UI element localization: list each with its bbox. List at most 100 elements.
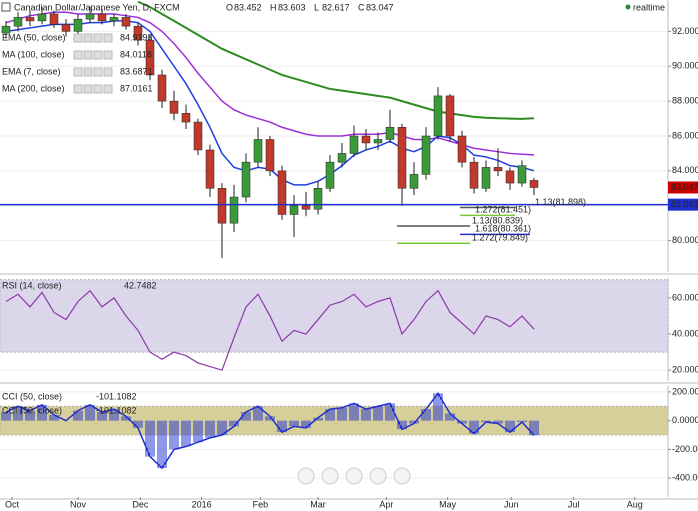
legend-icon <box>93 84 103 94</box>
cci-name: CCI (50, close) <box>2 405 62 415</box>
x-tick-label: Aug <box>627 499 643 509</box>
candle-body <box>241 161 251 198</box>
candle-body <box>457 135 467 163</box>
legend-value: 83.6871 <box>120 66 153 76</box>
ohlc-letter: L <box>314 2 319 12</box>
indicator-line <box>137 0 535 120</box>
scroll-right[interactable] <box>393 467 411 485</box>
candle-body <box>433 95 443 137</box>
cci-name: CCI (50, close) <box>2 391 62 401</box>
fib-label: 1.13(80.839) <box>472 215 523 225</box>
candle-body <box>385 127 395 140</box>
candle-body <box>505 170 515 184</box>
x-tick-label: Nov <box>70 499 87 509</box>
y-tick-label: 86.000 <box>672 130 698 140</box>
y-tick-label: 0.0000 <box>672 415 698 425</box>
candle-body <box>25 17 35 22</box>
legend-icon <box>103 33 113 43</box>
legend-icon <box>93 33 103 43</box>
candle-body <box>205 149 215 189</box>
ohlc-letter: H <box>270 2 277 12</box>
x-tick-label: 2016 <box>192 499 212 509</box>
legend-icon <box>103 84 113 94</box>
candle-body <box>289 205 299 215</box>
legend-name: EMA (7, close) <box>2 66 61 76</box>
candle-body <box>121 17 131 27</box>
band <box>0 279 669 353</box>
candle-body <box>217 188 227 224</box>
rsi-line <box>5 289 535 371</box>
candle-body <box>445 95 455 137</box>
legend-icon <box>103 50 113 60</box>
candle-body <box>313 188 323 210</box>
cci-line <box>5 391 535 470</box>
candle-body <box>277 170 287 215</box>
ohlc-value: 83.452 <box>234 2 262 12</box>
price-label: 83.047 <box>671 182 698 192</box>
zoom-out[interactable] <box>321 467 339 485</box>
y-tick-label: -200.0000 <box>672 444 698 454</box>
candle-body <box>373 139 383 144</box>
y-tick-label: 60.0000 <box>672 292 698 302</box>
candle-body <box>169 100 179 114</box>
candle-body <box>145 39 155 76</box>
status: realtime <box>633 2 665 12</box>
legend-icon <box>73 50 83 60</box>
x-tick-label: Mar <box>310 499 326 509</box>
legend-value: 84.0118 <box>120 49 152 59</box>
candle-body <box>253 139 263 163</box>
chart-title: Canadian Dollar/Japanese Yen, D, FXCM <box>14 2 180 12</box>
legend-icon <box>83 84 93 94</box>
ohlc-value: 83.603 <box>278 2 306 12</box>
y-tick-label: 200.0000 <box>672 386 698 396</box>
ohlc-letter: C <box>358 2 365 12</box>
candle-body <box>133 25 143 41</box>
price-label-bg <box>668 181 698 194</box>
candle-body <box>397 127 407 189</box>
legend-icon <box>83 33 93 43</box>
rsi-name: RSI (14, close) <box>2 280 62 290</box>
legend-icon <box>73 84 83 94</box>
cci-plot <box>1 391 539 470</box>
x-tick-label: Apr <box>379 499 393 509</box>
x-tick-label: Dec <box>132 499 149 509</box>
legend-icon <box>103 67 113 77</box>
scroll-left[interactable] <box>297 467 315 485</box>
legend-icon <box>73 33 83 43</box>
candle-body <box>529 180 539 188</box>
status-dot <box>625 4 631 10</box>
rsi-plot <box>5 289 535 371</box>
candle-body <box>61 24 71 32</box>
support-label: 82.063 <box>671 199 698 209</box>
candle-body <box>13 17 23 27</box>
candle-body <box>349 135 359 154</box>
candle-body <box>193 121 203 151</box>
candle-body <box>325 161 335 189</box>
candle-body <box>181 113 191 123</box>
fib-label: 1.272(79.849) <box>472 233 528 243</box>
zoom-in[interactable] <box>369 467 387 485</box>
fib-label: 1.13(81.898) <box>535 197 586 207</box>
candle-body <box>361 135 371 144</box>
candle-body <box>1 25 11 34</box>
candle-body <box>109 17 119 22</box>
legend-name: MA (200, close) <box>2 83 65 93</box>
y-tick-label: 84.000 <box>672 165 698 175</box>
legend-icon <box>73 67 83 77</box>
legend-icon <box>83 50 93 60</box>
y-tick-label: 40.0000 <box>672 328 698 338</box>
title-icon <box>1 2 11 12</box>
fib-label: 1.618(80.361) <box>475 224 531 234</box>
reset[interactable] <box>345 467 363 485</box>
legend-icon <box>83 67 93 77</box>
cci-value: -101.1082 <box>96 405 137 415</box>
candle-body <box>73 18 83 32</box>
y-tick-label: 92.000 <box>672 26 698 36</box>
nav-buttons[interactable] <box>297 467 411 485</box>
candle-body <box>337 153 347 163</box>
x-tick-label: Jul <box>568 499 580 509</box>
ohlc-value: 83.047 <box>366 2 394 12</box>
x-tick-label: Oct <box>5 499 20 509</box>
y-tick-label: 90.000 <box>672 61 698 71</box>
